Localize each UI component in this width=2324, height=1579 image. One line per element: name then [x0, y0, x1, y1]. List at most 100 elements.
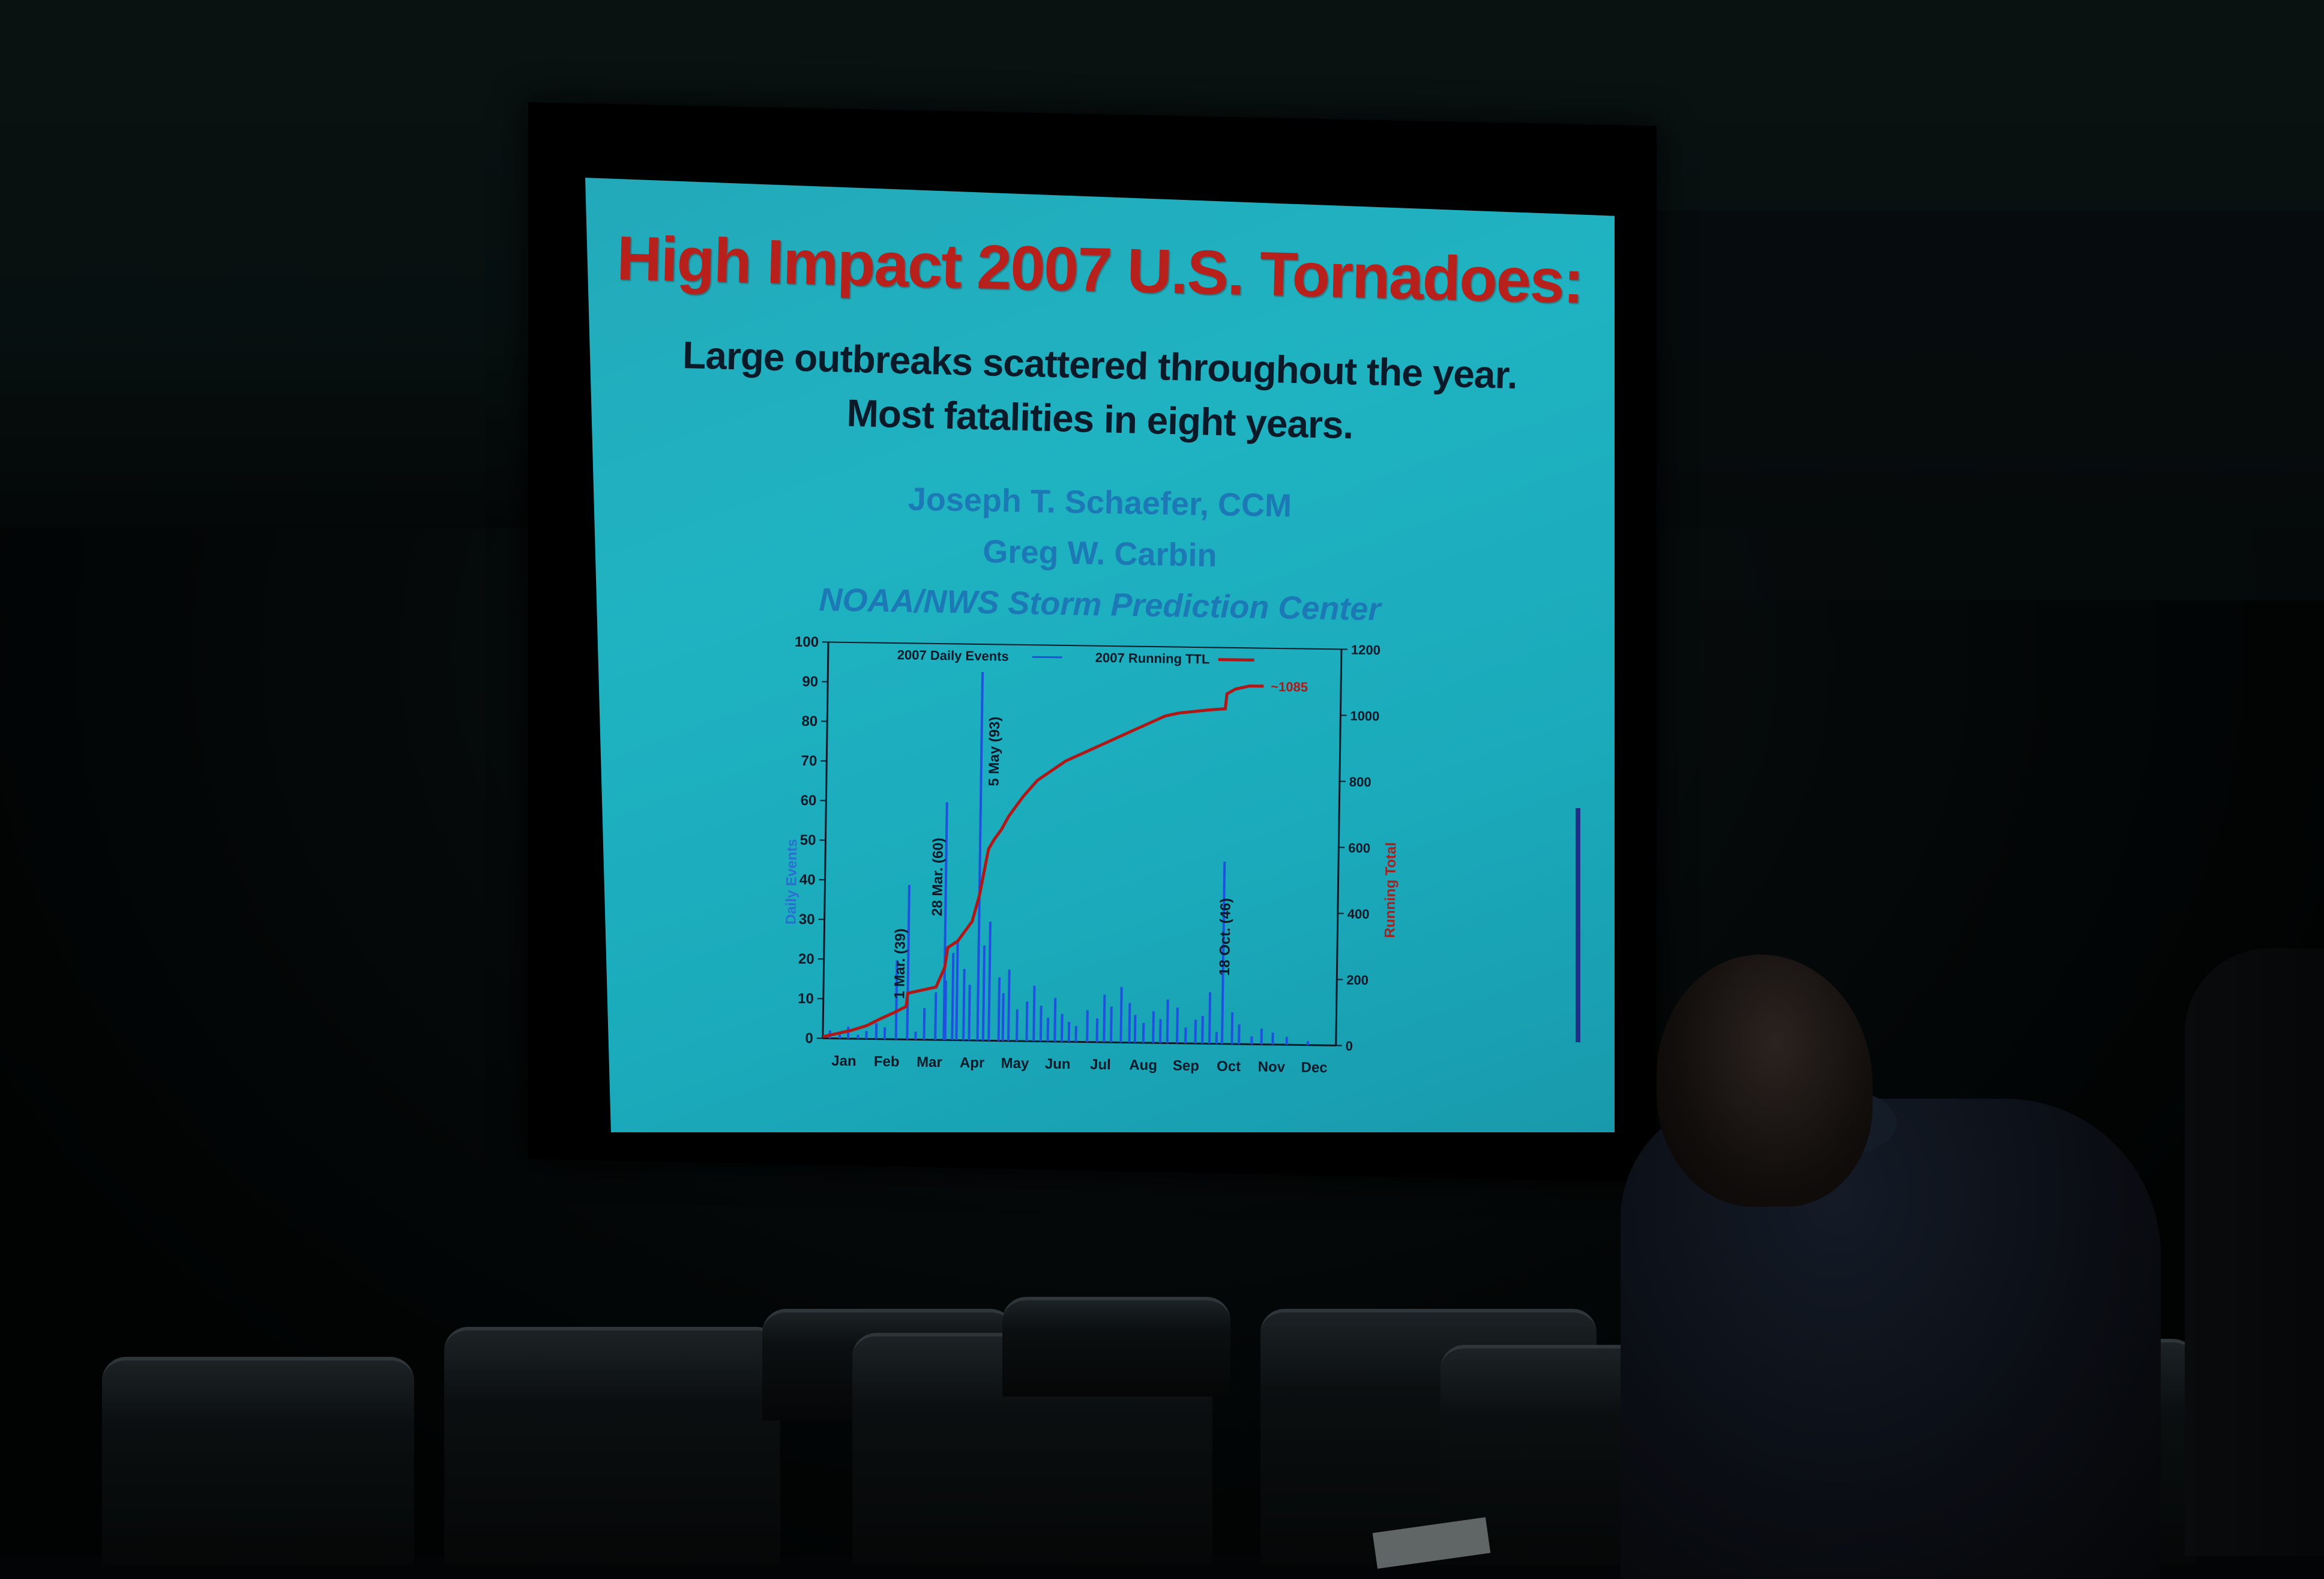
y-tick-label: 30: [799, 911, 815, 928]
y-tick-label: 60: [800, 793, 816, 809]
daily-event-bar: [1250, 1036, 1253, 1044]
y2-tick-label: 0: [1346, 1039, 1353, 1054]
y-tick-label: 80: [801, 713, 817, 729]
slide-title: High Impact 2007 U.S. Tornadoes:: [585, 222, 1615, 319]
daily-event-bar: [1238, 1024, 1240, 1044]
y-tick-label: 70: [801, 753, 817, 769]
daily-event-bar: [1068, 1022, 1070, 1042]
daily-event-bar: [1159, 1019, 1162, 1043]
daily-event-bar: [1271, 1033, 1274, 1045]
audience-member-silhouette: [2185, 949, 2324, 1556]
daily-event-bar: [884, 1027, 886, 1039]
daily-event-bar: [1184, 1027, 1187, 1043]
x-axis-line: [823, 1038, 1336, 1045]
daily-event-bar: [1128, 1003, 1131, 1043]
daily-event-bar: [1208, 992, 1211, 1044]
daily-event-bar: [1194, 1019, 1197, 1043]
daily-event-bar: [1142, 1023, 1145, 1043]
auditorium-seat: [444, 1327, 780, 1565]
daily-event-bar: [1110, 1007, 1113, 1042]
y2-tick-label: 200: [1346, 973, 1368, 988]
daily-event-bar: [934, 992, 937, 1040]
auditorium-seat: [1002, 1297, 1230, 1396]
daily-event-bar: [1215, 1032, 1218, 1044]
y-tick-label: 100: [795, 634, 819, 651]
daily-event-bar: [1134, 1015, 1137, 1042]
daily-event-bar: [1286, 1037, 1288, 1045]
running-total-line: [823, 680, 1263, 1043]
y-tick-label: 0: [805, 1030, 813, 1046]
daily-event-bar: [1201, 1016, 1204, 1043]
x-tick-label: May: [1001, 1055, 1029, 1072]
daily-event-bar: [1119, 987, 1122, 1042]
y-tick-label: 20: [798, 951, 814, 967]
daily-event-bar: [968, 985, 971, 1040]
y2-axis-label: Running Total: [1382, 842, 1399, 938]
x-tick-label: Oct: [1217, 1058, 1241, 1075]
organization: NOAA/NWS Storm Prediction Center: [585, 577, 1615, 632]
x-tick-label: Feb: [874, 1054, 900, 1070]
x-tick-label: Jul: [1090, 1057, 1111, 1073]
daily-event-bar: [1176, 1007, 1179, 1043]
x-tick-label: Mar: [917, 1054, 942, 1071]
daily-event-bar: [1096, 1018, 1099, 1042]
daily-event-bar: [1307, 1041, 1309, 1045]
daily-event-bar: [1152, 1011, 1155, 1043]
daily-event-bar: [998, 977, 1001, 1041]
wall-panel: [1657, 210, 2324, 600]
daily-event-bar: [838, 1034, 841, 1039]
author-2: Greg W. Carbin: [585, 526, 1615, 581]
tornado-chart: Daily Events Running Total 2007 Daily Ev…: [774, 629, 1441, 1094]
daily-event-bar: [1053, 998, 1056, 1042]
x-tick-label: Aug: [1129, 1057, 1157, 1074]
event-annotation: 28 Mar. (60): [929, 838, 947, 916]
screen-edge-bar: [1576, 808, 1580, 1042]
event-annotation: 18 Oct. (46): [1217, 898, 1234, 976]
daily-event-bar: [914, 1031, 917, 1039]
daily-event-bar: [955, 941, 959, 1040]
daily-event-bar: [875, 1023, 878, 1039]
daily-event-bar: [865, 1031, 867, 1039]
daily-event-bar: [1002, 993, 1005, 1040]
x-tick-label: Dec: [1301, 1060, 1327, 1076]
projected-slide: High Impact 2007 U.S. Tornadoes: Large o…: [585, 178, 1615, 1132]
x-tick-label: Jan: [831, 1053, 856, 1070]
y-tick-label: 10: [798, 991, 814, 1007]
daily-event-bar: [987, 922, 992, 1040]
x-tick-label: Sep: [1173, 1058, 1199, 1075]
daily-event-bar: [1103, 995, 1106, 1042]
daily-event-bar: [1260, 1028, 1263, 1044]
author-1: Joseph T. Schaefer, CCM: [585, 475, 1615, 530]
daily-event-bar: [1016, 1009, 1019, 1041]
daily-event-bar: [1166, 1000, 1169, 1043]
tornado-chart-svg: Daily Events Running Total 2007 Daily Ev…: [774, 629, 1441, 1094]
event-annotation: 5 May (93): [986, 716, 1004, 786]
daily-event-bar: [1086, 1010, 1089, 1042]
y2-tick-label: 600: [1348, 841, 1370, 856]
y-axis-label: Daily Events: [783, 839, 800, 925]
y-tick-label: 50: [800, 832, 816, 848]
daily-event-bar: [1074, 1026, 1077, 1042]
daily-event-bar: [1032, 986, 1035, 1041]
running-total-annotation: ~1085: [1271, 679, 1308, 695]
daily-event-bar: [856, 1035, 859, 1039]
event-annotation: 1 Mar. (39): [891, 928, 909, 999]
y2-tick-label: 1200: [1351, 642, 1380, 658]
x-tick-label: Apr: [960, 1055, 985, 1072]
daily-event-bar: [1007, 970, 1011, 1041]
x-tick-label: Jun: [1045, 1056, 1071, 1073]
daily-event-bar: [923, 1008, 926, 1040]
y-tick-label: 40: [799, 872, 816, 888]
legend-daily-label: 2007 Daily Events: [897, 647, 1009, 664]
auditorium-seat: [102, 1357, 414, 1565]
y-tick-label: 90: [802, 674, 818, 690]
daily-event-bar: [1047, 1018, 1050, 1042]
x-tick-label: Nov: [1258, 1059, 1286, 1076]
y2-tick-label: 1000: [1350, 708, 1379, 724]
y2-tick-label: 400: [1347, 907, 1370, 922]
daily-event-bar: [1061, 1014, 1064, 1042]
y2-tick-label: 800: [1349, 774, 1371, 790]
legend-running-label: 2007 Running TTL: [1095, 650, 1210, 667]
daily-event-bar: [1040, 1006, 1043, 1041]
daily-event-bar: [1025, 1001, 1028, 1041]
